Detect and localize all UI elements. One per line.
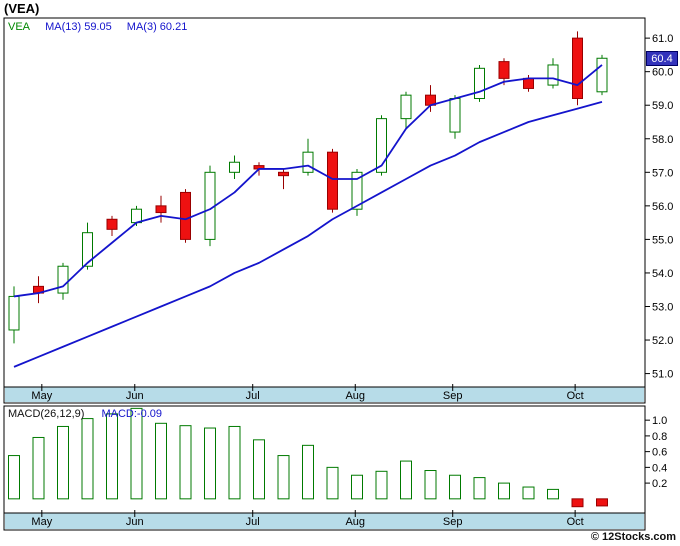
candle-up	[131, 208, 142, 224]
axis-tick-label: Oct	[567, 516, 584, 528]
candle-up	[376, 118, 387, 173]
axis-tick-label: Aug	[345, 390, 365, 402]
candle-down	[523, 77, 534, 89]
axis-tick-label: Sep	[443, 390, 463, 402]
macd-bar-positive	[351, 474, 363, 500]
axis-tick-label: 1.0	[652, 415, 667, 427]
axis-tick-label: 54.0	[652, 268, 673, 280]
candle-up	[474, 67, 485, 100]
macd-histogram	[8, 407, 608, 508]
ma3-line	[13, 64, 603, 298]
candle-up	[57, 265, 69, 294]
macd-bar-positive	[498, 482, 510, 500]
axis-tick-label: 0.6	[652, 447, 667, 459]
macd-bar-positive	[400, 460, 412, 500]
candle-up	[351, 171, 363, 210]
macd-bar-positive	[547, 488, 559, 500]
ma13-line	[13, 100, 603, 368]
macd-bar-positive	[522, 486, 535, 500]
axis-tick-label: 51.0	[652, 369, 673, 381]
axis-tick-label: Jul	[246, 516, 260, 528]
time-axis-band	[5, 387, 644, 402]
candle-down	[327, 151, 338, 210]
macd-bar-positive	[204, 427, 216, 500]
axis-tick-label: Jun	[126, 390, 144, 402]
candlestick-series	[8, 31, 608, 344]
macd-bar-positive	[179, 425, 192, 500]
macd-bar-positive	[302, 444, 314, 500]
candle-down	[155, 205, 167, 214]
macd-bar-positive	[57, 425, 69, 500]
axis-tick-label: 0.4	[652, 462, 667, 474]
candle-down	[180, 191, 191, 240]
macd-bar-positive	[253, 439, 265, 500]
axis-tick-label: 0.2	[652, 478, 667, 490]
price-axis: 61.0 60.0 59.0 58.0 57.0 56.0 55.0 54.0 53.0 52.0…	[645, 33, 673, 381]
axis-tick-label: 53.0	[652, 301, 673, 313]
macd-bar-positive	[8, 455, 20, 500]
macd-bar-positive	[32, 436, 45, 500]
candle-down	[106, 218, 118, 230]
axis-tick-label: 55.0	[652, 234, 673, 246]
legend-ma13: MA(13) 59.05	[45, 21, 112, 33]
candle-down	[572, 37, 583, 100]
macd-bar-positive	[228, 425, 241, 500]
macd-bar-positive	[130, 407, 143, 500]
macd-value: MACD:-0.09	[101, 408, 163, 420]
axis-tick-label: Jul	[246, 390, 260, 402]
axis-tick-label: 58.0	[652, 134, 673, 146]
axis-tick-label: 59.0	[652, 100, 673, 112]
axis-tick-label: Oct	[567, 390, 584, 402]
candle-up	[229, 161, 240, 173]
axis-tick-label: May	[31, 516, 52, 528]
axis-tick-label: May	[31, 390, 52, 402]
macd-time-axis-band	[5, 513, 644, 529]
candle-up	[8, 295, 20, 331]
candle-up	[547, 64, 559, 86]
legend-symbol: VEA	[8, 21, 31, 33]
macd-bar-positive	[155, 422, 167, 500]
macd-bar-positive	[449, 474, 461, 500]
macd-bar-positive	[473, 477, 486, 500]
candle-down	[498, 61, 510, 79]
candle-down	[278, 171, 289, 177]
candle-up	[302, 151, 314, 173]
macd-bar-negative	[571, 498, 584, 508]
candle-up	[596, 57, 608, 93]
axis-tick-label: 52.0	[652, 335, 673, 347]
macd-bar-positive	[375, 470, 388, 500]
axis-tick-label: Jun	[126, 516, 144, 528]
macd-header: MACD(26,12,9) MACD:-0.09	[8, 408, 162, 420]
macd-label: MACD(26,12,9)	[8, 408, 85, 420]
chart-legend: VEA MA(13) 59.05 MA(3) 60.21	[8, 21, 199, 33]
axis-tick-label: 60.0	[652, 67, 673, 79]
price-panel	[3, 17, 646, 404]
site-credit: © 12Stocks.com	[590, 531, 676, 543]
axis-tick-label: Sep	[443, 516, 463, 528]
macd-bar-negative	[596, 498, 608, 507]
axis-tick-label: Aug	[345, 516, 365, 528]
axis-tick-label: 56.0	[652, 201, 673, 213]
candle-up	[82, 232, 93, 267]
macd-bar-positive	[81, 418, 94, 500]
macd-bar-positive	[277, 455, 290, 500]
candle-up	[449, 98, 461, 133]
axis-tick-label: 57.0	[652, 167, 673, 179]
candle-up	[400, 94, 412, 120]
time-axis: May Jun Jul Aug Sep Oct	[31, 384, 584, 402]
axis-tick-label: 0.8	[652, 431, 667, 443]
macd-bar-positive	[326, 466, 339, 500]
axis-tick-label: 61.0	[652, 33, 673, 45]
chart-title: (VEA)	[4, 1, 40, 16]
macd-bar-positive	[106, 413, 118, 500]
last-price-badge: 60.4	[646, 51, 678, 66]
legend-ma3: MA(3) 60.21	[126, 21, 188, 33]
macd-bar-positive	[424, 470, 437, 500]
